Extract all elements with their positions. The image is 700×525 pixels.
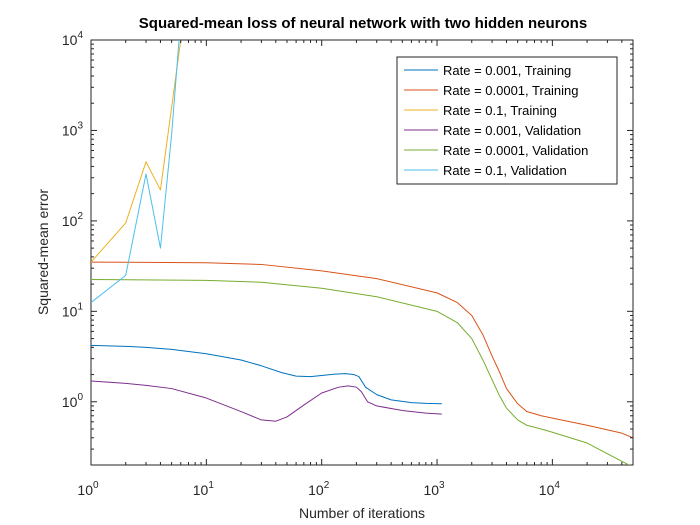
series-line-5 — [91, 278, 631, 465]
x-tick-label: 101 — [193, 480, 215, 498]
y-tick-label: 102 — [62, 211, 84, 229]
legend-label-2: Rate = 0.0001, Training — [443, 83, 579, 98]
legend-label-6: Rate = 0.1, Validation — [443, 163, 567, 178]
x-tick-label: 100 — [77, 480, 99, 498]
series-line-3 — [91, 40, 182, 263]
legend-label-3: Rate = 0.1, Training — [443, 103, 557, 118]
chart-title: Squared-mean loss of neural network with… — [139, 15, 587, 32]
x-tick-label: 104 — [539, 480, 561, 498]
legend-label-5: Rate = 0.0001, Validation — [443, 143, 588, 158]
series-line-2 — [91, 261, 633, 439]
series-line-1 — [91, 344, 442, 405]
x-tick-label: 102 — [308, 480, 330, 498]
series-line-6 — [91, 40, 180, 303]
y-tick-label: 104 — [62, 30, 84, 48]
y-tick-label: 100 — [62, 392, 84, 410]
series-layer — [91, 40, 633, 465]
legend-label-4: Rate = 0.001, Validation — [443, 123, 581, 138]
legend: Rate = 0.001, Training Rate = 0.0001, Tra… — [396, 56, 618, 185]
y-tick-label: 101 — [62, 301, 84, 319]
y-axis-label: Squared-mean error — [35, 189, 51, 315]
x-tick-label: 103 — [423, 480, 445, 498]
series-line-4 — [91, 380, 442, 422]
ticks-layer: 100 101 102 103 104 100 101 102 103 104 — [62, 30, 633, 498]
y-tick-label: 103 — [62, 120, 84, 138]
x-axis-label: Number of iterations — [299, 505, 425, 521]
legend-label-1: Rate = 0.001, Training — [443, 63, 571, 78]
legend-box — [396, 56, 618, 185]
